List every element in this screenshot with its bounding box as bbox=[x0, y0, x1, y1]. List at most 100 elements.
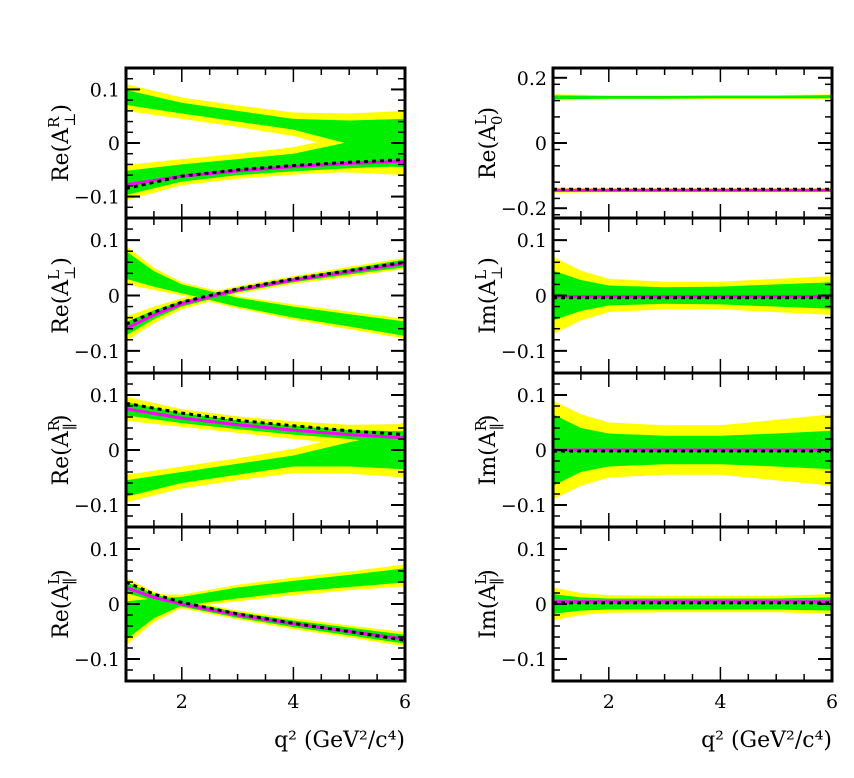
y-tick-label: 0 bbox=[108, 440, 120, 462]
y-tick-label: 0.1 bbox=[90, 539, 120, 561]
ylabel-sub: ∥ bbox=[61, 423, 79, 430]
y-tick-label: −0.1 bbox=[74, 649, 120, 671]
y-axis-label: Im(AR∥) bbox=[472, 415, 506, 486]
ylabel-sub: ⊥ bbox=[488, 266, 506, 280]
y-tick-label: −0.1 bbox=[501, 495, 547, 517]
panel-re-a0-l: −0.200.2Re(AL0) bbox=[472, 66, 834, 220]
y-tick-label: −0.1 bbox=[501, 649, 547, 671]
ylabel-sup: L bbox=[472, 575, 490, 585]
y-tick-label: 0 bbox=[535, 440, 547, 462]
ylabel-base: Re(A bbox=[49, 279, 74, 334]
y-tick-label: 0.1 bbox=[90, 79, 120, 101]
y-tick-label: 0 bbox=[535, 594, 547, 616]
ylabel-sub: 0 bbox=[488, 116, 506, 126]
ylabel-sup: R bbox=[45, 419, 63, 431]
panel-im-apar-r: −0.1 0 0.1 Im(AR∥) bbox=[472, 371, 834, 529]
ylabel-sup: L bbox=[45, 270, 63, 280]
y-tick-label: 0.1 bbox=[517, 539, 547, 561]
ylabel-sub: ∥ bbox=[488, 423, 506, 430]
x-axis-label: q² (GeV²/c⁴) bbox=[701, 728, 832, 753]
panel-frame bbox=[551, 66, 834, 220]
x-tick-label: 6 bbox=[399, 691, 411, 713]
ylabel-sup: R bbox=[472, 419, 490, 431]
y-tick-label: 0 bbox=[108, 594, 120, 616]
y-tick-label: −0.1 bbox=[74, 495, 120, 517]
ylabel-close: ) bbox=[476, 415, 501, 424]
y-tick-label: −0.1 bbox=[501, 341, 547, 363]
y-tick-label: 0.1 bbox=[90, 230, 120, 252]
y-tick-label: 0 bbox=[535, 286, 547, 308]
x-tick-label: 6 bbox=[826, 691, 838, 713]
ylabel-base: Re(A bbox=[49, 127, 74, 182]
panel-re-aperp-l: −0.1 0 0.1 Re(AL⊥) bbox=[45, 216, 407, 375]
ylabel-base: Im(A bbox=[476, 279, 501, 334]
ylabel-sup: L bbox=[45, 575, 63, 585]
ylabel-close: ) bbox=[49, 257, 74, 266]
y-axis-label: Re(AL0) bbox=[472, 107, 506, 179]
ylabel-sub: ⊥ bbox=[61, 113, 79, 127]
ylabel-close: ) bbox=[476, 569, 501, 578]
x-tick-label: 2 bbox=[603, 691, 615, 713]
ylabel-base: Re(A bbox=[49, 430, 74, 485]
y-axis-label: Im(AL∥) bbox=[472, 569, 506, 639]
plot-area bbox=[126, 564, 405, 647]
panel-frame bbox=[124, 216, 407, 375]
fit-line bbox=[126, 407, 405, 440]
panel-re-aperp-r: −0.1 0 0.1 Re(AR⊥) bbox=[45, 66, 407, 220]
band-inner-1 bbox=[126, 430, 405, 497]
y-axis-label: Re(AL⊥) bbox=[45, 257, 79, 334]
y-tick-label: −0.1 bbox=[74, 341, 120, 363]
plot-area bbox=[553, 94, 832, 193]
fit-line bbox=[126, 586, 405, 641]
panel-im-apar-l: −0.1 0 0.1 2 4 6 q² (GeV²/c⁴) Im(AL∥) bbox=[472, 525, 838, 753]
plot-area bbox=[126, 396, 405, 503]
ylabel-close: ) bbox=[476, 107, 501, 116]
ylabel-base: Re(A bbox=[476, 124, 501, 179]
ylabel-base: Im(A bbox=[476, 584, 501, 639]
ylabel-sub: ∥ bbox=[61, 578, 79, 585]
y-tick-label: 0.2 bbox=[517, 68, 547, 90]
reference-line bbox=[126, 401, 405, 437]
band-inner-2 bbox=[126, 129, 405, 186]
ylabel-sup: L bbox=[472, 270, 490, 280]
y-tick-label: 0.1 bbox=[517, 385, 547, 407]
ylabel-sub: ∥ bbox=[488, 578, 506, 585]
x-axis-label: q² (GeV²/c⁴) bbox=[274, 728, 405, 753]
panel-im-aperp-l: −0.1 0 0.1 Im(AL⊥) bbox=[472, 216, 834, 375]
plot-area bbox=[126, 84, 405, 201]
ylabel-close: ) bbox=[476, 257, 501, 266]
x-tick-label: 2 bbox=[176, 691, 188, 713]
ylabel-close: ) bbox=[49, 415, 74, 424]
y-tick-label: 0 bbox=[535, 133, 547, 155]
ylabel-sup: R bbox=[45, 116, 63, 128]
plot-area bbox=[553, 587, 832, 621]
ylabel-sup: L bbox=[472, 115, 490, 125]
ylabel-base: Re(A bbox=[49, 584, 74, 639]
band-inner-0 bbox=[553, 95, 832, 100]
band-inner-1 bbox=[126, 90, 405, 157]
ylabel-sub: ⊥ bbox=[61, 266, 79, 280]
y-axis-label: Re(AR∥) bbox=[45, 415, 79, 486]
fit-line bbox=[126, 261, 405, 331]
y-tick-label: 0 bbox=[108, 286, 120, 308]
y-tick-label: 0.1 bbox=[90, 385, 120, 407]
reference-line bbox=[126, 158, 405, 190]
y-axis-label: Re(AL∥) bbox=[45, 569, 79, 639]
ylabel-close: ) bbox=[49, 104, 74, 113]
y-tick-label: −0.1 bbox=[74, 187, 120, 209]
panel-re-apar-l: −0.1 0 0.1 2 4 6 q² (GeV²/c⁴) Re(AL∥) bbox=[45, 525, 411, 753]
y-axis-label: Re(AR⊥) bbox=[45, 104, 79, 182]
y-tick-label: −0.2 bbox=[501, 198, 547, 220]
y-tick-label: 0 bbox=[108, 133, 120, 155]
plot-area bbox=[126, 245, 405, 341]
x-tick-label: 4 bbox=[714, 691, 726, 713]
panel-re-apar-r: −0.1 0 0.1 Re(AR∥) bbox=[45, 371, 407, 529]
ylabel-base: Im(A bbox=[476, 430, 501, 485]
plot-area bbox=[553, 400, 832, 500]
band-inner-1 bbox=[126, 568, 405, 640]
y-tick-label: 0.1 bbox=[517, 230, 547, 252]
plot-area bbox=[553, 256, 832, 335]
band-inner-1 bbox=[126, 251, 405, 336]
y-axis-label: Im(AL⊥) bbox=[472, 257, 506, 334]
